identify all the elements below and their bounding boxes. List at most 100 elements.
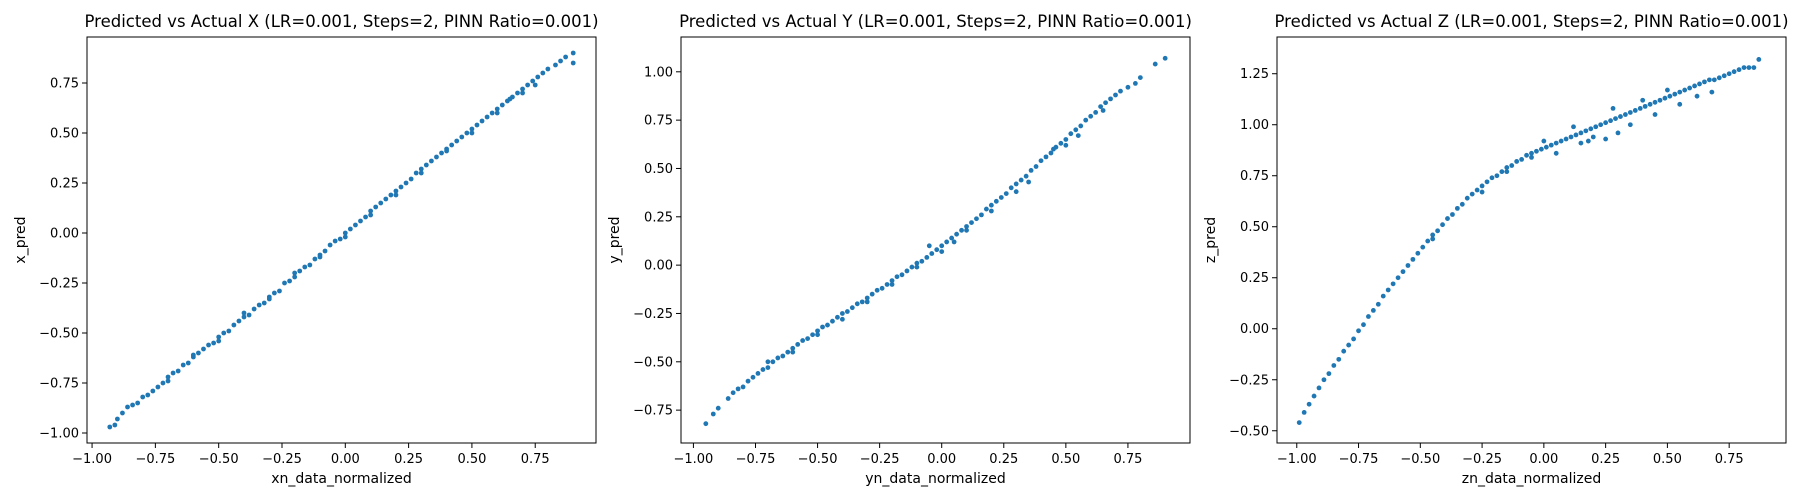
data-point xyxy=(1726,71,1732,77)
data-point xyxy=(889,282,895,287)
data-point xyxy=(1603,136,1609,142)
data-point xyxy=(180,362,186,368)
data-point xyxy=(1048,150,1054,156)
data-point xyxy=(1627,122,1633,128)
data-point xyxy=(1306,401,1312,407)
data-point xyxy=(1509,163,1515,168)
data-point xyxy=(1709,89,1715,95)
data-point xyxy=(418,170,424,176)
data-point xyxy=(393,192,399,198)
data-point xyxy=(1008,185,1014,191)
data-point xyxy=(393,188,399,194)
data-point xyxy=(525,82,531,88)
data-point xyxy=(287,278,292,284)
data-point xyxy=(373,204,379,210)
data-point xyxy=(914,264,920,270)
data-point xyxy=(1405,263,1411,268)
data-point xyxy=(388,192,394,198)
data-point xyxy=(1026,179,1032,185)
data-point xyxy=(765,365,771,370)
data-point xyxy=(494,106,500,112)
data-point xyxy=(1746,65,1752,70)
data-point xyxy=(1356,328,1361,334)
data-point xyxy=(1618,114,1623,119)
data-point xyxy=(135,400,141,406)
data-point xyxy=(1647,101,1653,107)
y-axis-label: y_pred xyxy=(607,216,623,263)
data-point xyxy=(1627,110,1633,115)
y-tick-label: 0.50 xyxy=(1240,220,1269,235)
data-point xyxy=(1677,89,1683,95)
y-tick-label: 0.50 xyxy=(644,162,673,177)
data-point xyxy=(815,332,820,338)
data-point xyxy=(1553,150,1559,156)
data-point xyxy=(322,248,328,254)
data-point xyxy=(864,299,870,305)
data-point xyxy=(216,334,222,340)
axes-frame xyxy=(86,36,597,444)
data-point xyxy=(854,301,860,307)
data-point xyxy=(241,310,247,316)
data-point xyxy=(1741,65,1747,70)
data-point xyxy=(1013,189,1019,195)
data-point xyxy=(1326,371,1332,377)
scatter-series xyxy=(107,50,576,430)
data-point xyxy=(790,349,796,355)
data-point xyxy=(241,314,247,320)
data-point xyxy=(1578,130,1584,136)
x-tick-label: 0.50 xyxy=(457,452,486,467)
data-point xyxy=(327,242,333,248)
subplot-2: −1.00 −0.75 −0.50 −0.25 0.00 0.25 0.50 0.75 −0.7… xyxy=(607,12,1192,487)
data-point xyxy=(1632,108,1638,113)
data-point xyxy=(444,148,449,154)
data-point xyxy=(185,360,191,366)
axes-frame xyxy=(680,36,1191,444)
x-tick-label: 0.50 xyxy=(1653,452,1682,467)
data-point xyxy=(1435,228,1441,234)
y-tick-label: 0.75 xyxy=(50,77,79,92)
y-tick-label: −0.50 xyxy=(1229,424,1269,439)
data-point xyxy=(974,216,979,222)
data-point xyxy=(1375,301,1381,307)
data-point xyxy=(1474,187,1480,193)
data-point xyxy=(1390,281,1396,287)
data-point xyxy=(1445,216,1450,221)
data-point xyxy=(1711,77,1717,83)
data-point xyxy=(830,318,835,324)
data-point xyxy=(740,384,746,390)
data-point xyxy=(570,50,576,56)
y-tick-label: −0.25 xyxy=(633,307,673,322)
data-point xyxy=(155,384,161,390)
data-point xyxy=(1162,55,1168,61)
data-point xyxy=(307,262,313,268)
data-point xyxy=(969,220,974,226)
data-point xyxy=(1118,88,1123,94)
data-point xyxy=(1152,61,1158,67)
data-point xyxy=(1672,91,1678,97)
data-point xyxy=(383,196,389,202)
data-point xyxy=(302,264,308,270)
y-tick-label: 0.25 xyxy=(50,177,79,192)
data-point xyxy=(1608,118,1613,124)
y-tick-label: −0.50 xyxy=(633,355,673,370)
x-tick-label: −1.00 xyxy=(673,452,713,467)
data-point xyxy=(553,62,558,68)
data-point xyxy=(1682,87,1688,93)
y-tick-label: 0.75 xyxy=(644,114,673,129)
data-point xyxy=(403,180,409,186)
data-point xyxy=(1450,212,1455,217)
data-point xyxy=(469,126,475,132)
data-point xyxy=(1558,138,1564,144)
x-tick-label: −0.75 xyxy=(1339,452,1379,467)
data-point xyxy=(449,142,455,148)
x-tick-label: −1.00 xyxy=(1277,452,1317,467)
x-tick-label: 0.75 xyxy=(521,452,550,467)
scatter-series xyxy=(1296,57,1762,425)
data-point xyxy=(520,90,525,96)
data-point xyxy=(785,349,791,355)
y-tick-label: 0.75 xyxy=(1240,169,1269,184)
y-tick-label: 1.00 xyxy=(1240,118,1269,133)
data-point xyxy=(839,311,845,316)
data-point xyxy=(765,359,771,365)
data-point xyxy=(998,195,1004,200)
